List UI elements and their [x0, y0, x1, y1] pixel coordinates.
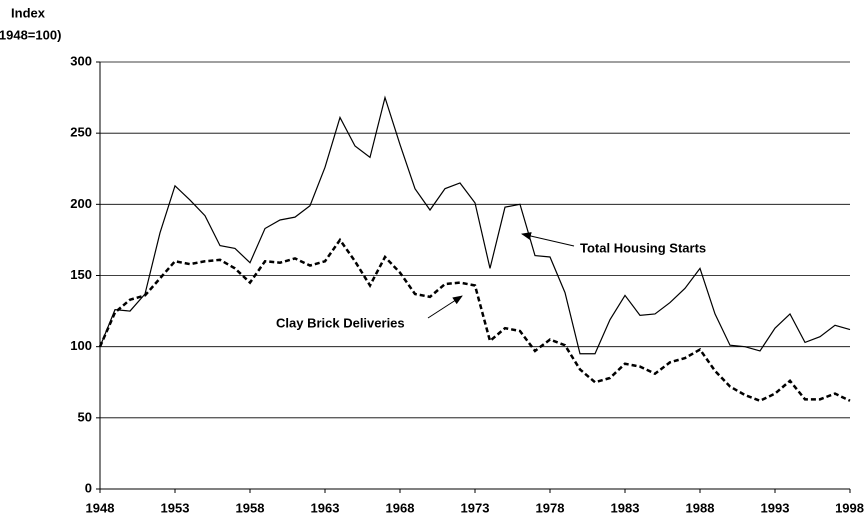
x-tick-label: 1958	[236, 500, 265, 515]
y-tick-label: 200	[70, 196, 92, 211]
x-tick-label: 1973	[461, 500, 490, 515]
y-tick-label: 250	[70, 125, 92, 140]
series-line	[99, 95, 851, 355]
y-axis-label: (1948=100)	[0, 27, 61, 42]
y-tick-label: 150	[70, 267, 92, 282]
x-tick-label: 1993	[761, 500, 790, 515]
x-tick-label: 1988	[686, 500, 715, 515]
y-tick-label: 50	[78, 409, 92, 424]
y-tick-label: 100	[70, 338, 92, 353]
y-axis-label: Index	[11, 5, 46, 20]
series-line	[98, 237, 851, 403]
x-tick-label: 1998	[835, 500, 864, 515]
x-tick-label: 1968	[386, 500, 415, 515]
series-label: Clay Brick Deliveries	[276, 315, 405, 330]
annotation-arrow	[521, 232, 575, 247]
x-tick-label: 1978	[536, 500, 565, 515]
series-label: Total Housing Starts	[580, 240, 706, 255]
y-tick-label: 0	[85, 480, 92, 495]
x-tick-label: 1953	[161, 500, 190, 515]
y-tick-label: 300	[70, 53, 92, 68]
x-tick-label: 1983	[611, 500, 640, 515]
annotation-arrow	[427, 295, 463, 319]
x-tick-label: 1963	[311, 500, 340, 515]
x-tick-label: 1948	[86, 500, 115, 515]
